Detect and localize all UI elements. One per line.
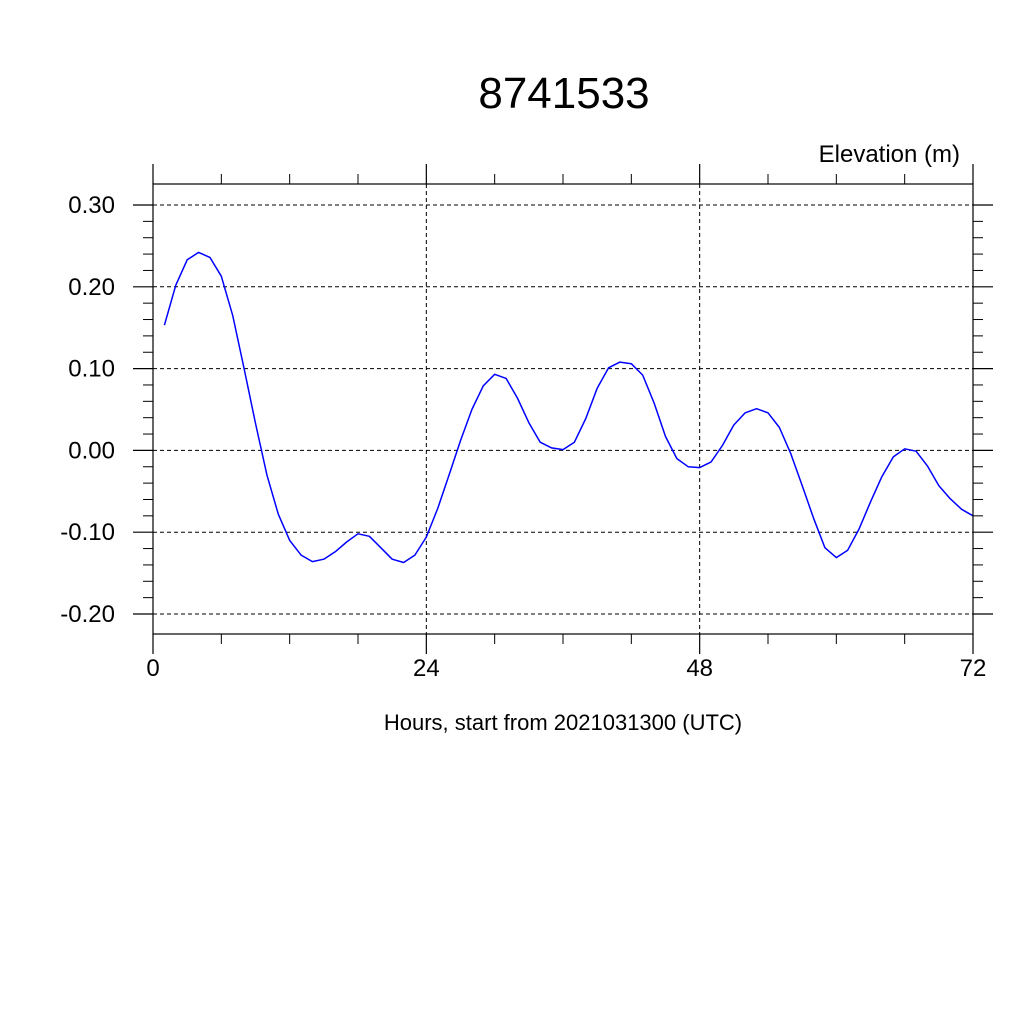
y-tick-label: -0.10 (60, 519, 115, 546)
x-tick-label: 72 (960, 655, 987, 682)
series-group (163, 251, 974, 564)
x-tick-label: 24 (413, 655, 440, 682)
chart-title: 8741533 (478, 69, 649, 118)
x-axis-label: Hours, start from 2021031300 (UTC) (384, 710, 742, 735)
y-tick-label: 0.10 (68, 356, 115, 383)
series-line (163, 251, 974, 564)
x-tick-label: 48 (686, 655, 713, 682)
axis-ticks (133, 164, 993, 654)
y-tick-label: -0.20 (60, 601, 115, 628)
y-tick-label: 0.30 (68, 192, 115, 219)
x-tick-label: 0 (146, 655, 159, 682)
grid-lines (153, 184, 973, 634)
y-tick-label: 0.00 (68, 437, 115, 464)
tick-labels: 0.30 0.20 0.10 0.00 -0.10 -0.20 0 24 48 72 (60, 192, 986, 682)
plot-frame (152, 183, 974, 635)
y-axis-label: Elevation (m) (819, 141, 960, 168)
y-tick-label: 0.20 (68, 274, 115, 301)
